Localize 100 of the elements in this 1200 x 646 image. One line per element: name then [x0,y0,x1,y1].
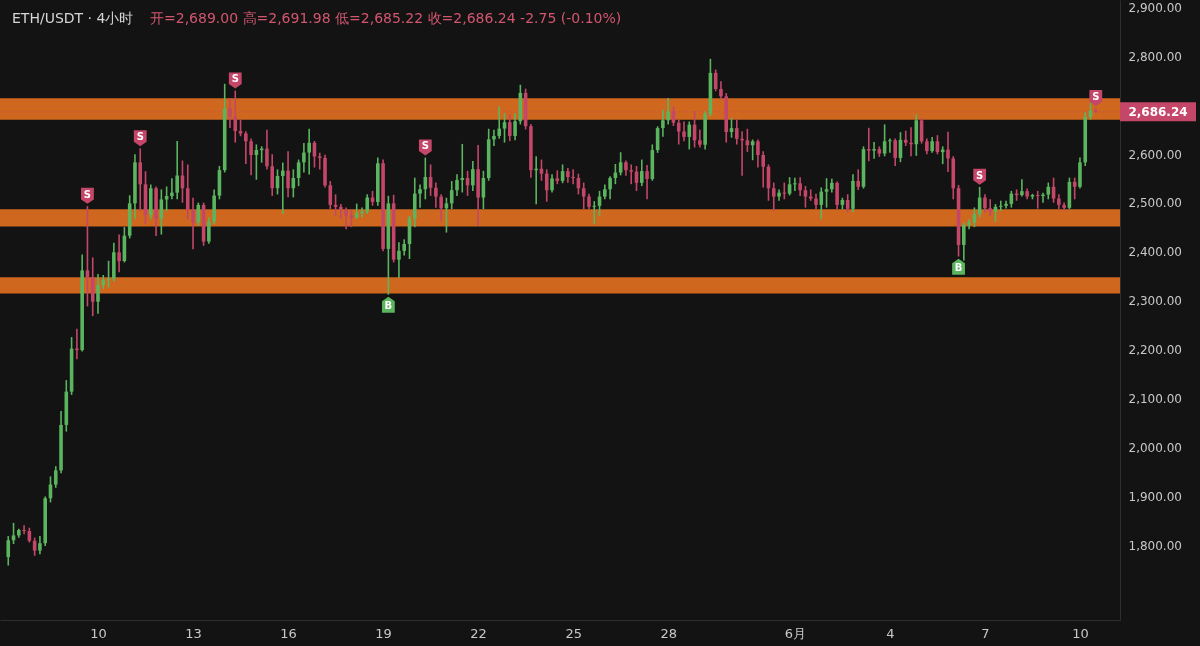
x-tick-label: 10 [90,625,107,641]
candlestick [185,164,190,220]
candlestick [962,222,966,261]
candlestick [946,131,950,172]
x-tick-label: 28 [660,625,677,641]
candlestick [53,466,58,488]
candlestick [645,164,649,200]
y-tick-label: 2,000.00 [1128,440,1182,455]
candlestick [280,162,285,214]
candlestick [698,129,702,148]
candlestick [191,197,195,250]
candlestick [592,201,597,225]
candlestick [824,178,829,208]
y-tick-label: 1,800.00 [1128,538,1182,553]
candlestick [233,90,238,143]
candlestick [735,119,739,145]
candlestick [449,181,454,210]
x-tick-label: 6月 [784,625,807,641]
x-tick-label: 16 [280,625,297,641]
candlestick [676,119,681,145]
x-tick-label: 22 [470,625,487,641]
candlestick [96,273,100,314]
candlestick [866,127,871,162]
candlestick [455,174,459,196]
candlestick [687,121,692,150]
candlestick [1035,190,1040,209]
annotation: S [976,169,984,181]
candlestick [761,151,765,188]
candlestick [777,189,781,201]
candlestick [270,154,275,196]
annotation: S [1092,91,1100,103]
candlestick [492,129,496,147]
candlestick [302,142,306,173]
candlestick [138,148,143,212]
y-tick-label: 2,800.00 [1128,49,1182,64]
annotation: S [83,188,92,200]
annotation: S [136,131,144,143]
candlestick [117,234,121,273]
candlestick [265,129,269,170]
y-tick-label: 2,300.00 [1128,294,1182,309]
y-tick-label: 2,600.00 [1128,147,1182,162]
candlestick [418,184,422,208]
y-tick-label: 1,900.00 [1128,489,1182,504]
candlestick [471,161,475,192]
candlestick [170,178,174,200]
candlestick [101,274,106,289]
candlestick [1004,200,1008,209]
candlestick [249,138,253,176]
candlestick [888,138,892,153]
candlestick [571,169,575,185]
candlestick [803,185,808,208]
candlestick [434,182,438,208]
candlestick [1062,202,1066,212]
text: 开=2,689.00 高=2,691.98 低=2,685.22 收=2,686.24 -2.75 (-0.10%) [150,10,622,26]
candlestick [756,139,760,168]
y-tick-label: 2,900.00 [1128,0,1182,15]
candlestick [513,113,517,141]
candlestick [856,169,861,191]
candlestick [835,181,839,210]
candlestick [872,141,876,159]
x-tick-label: 19 [375,625,392,641]
annotation: S [231,73,239,85]
candlestick [439,194,443,221]
x-tick-label: 4 [886,625,895,641]
candlestick [328,181,333,210]
candlestick [819,187,824,220]
candlestick [497,106,502,139]
candlestick [1020,179,1024,197]
candlestick [460,143,465,193]
y-tick-label: 2,400.00 [1128,245,1182,260]
candlestick [22,525,26,535]
candlestick [317,152,322,170]
candlestick [339,204,343,219]
annotation: S [421,140,429,152]
candlestick [544,169,549,202]
candlestick [661,109,665,137]
candlestick [244,131,248,165]
annotation: B [384,299,393,311]
candlestick [6,536,11,566]
candlestick [365,194,370,214]
candlestick [666,97,670,125]
candlestick [639,159,644,187]
candlestick [903,130,908,147]
candlestick [771,182,776,212]
candlestick [286,151,290,198]
candlestick [793,177,797,192]
x-tick-label: 10 [1072,625,1089,641]
x-tick-label: 13 [185,625,202,641]
candlestick [207,217,211,244]
candlestick [893,138,897,167]
annotation: B [954,261,963,273]
candlestick [629,164,634,185]
candlestick [988,199,993,216]
candlestick [967,219,971,230]
candlestick [808,189,813,201]
candlestick [682,121,686,142]
y-tick-label: 2,200.00 [1128,343,1182,358]
x-tick-label: 7 [981,625,990,641]
candlestick [307,128,311,175]
y-tick-label: 2,500.00 [1128,196,1182,211]
